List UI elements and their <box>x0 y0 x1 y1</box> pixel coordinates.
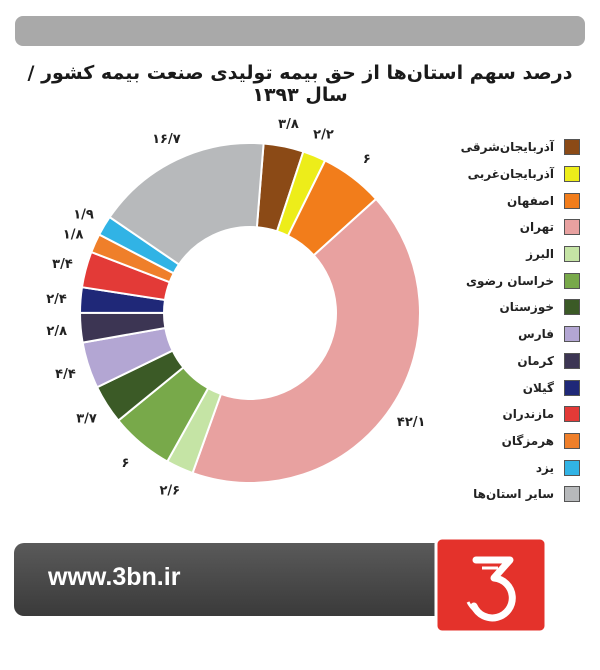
chart-legend: آذربایجان‌شرقی آذربایجان‌غربی اصفهان تهران ا… <box>410 134 580 508</box>
pie-slice <box>108 142 265 266</box>
legend-item: فارس <box>410 321 580 348</box>
legend-item: البرز <box>410 241 580 268</box>
legend-swatch <box>564 139 580 156</box>
slice-data-label: ۲/۴ <box>46 292 67 307</box>
slice-data-label: ۳/۷ <box>76 411 97 426</box>
legend-label: مازندران <box>502 407 554 422</box>
footer-url[interactable]: www.3bn.ir <box>48 563 181 591</box>
legend-label: یزد <box>535 460 554 475</box>
legend-item: خوزستان <box>410 294 580 321</box>
slice-data-label: ۲/۶ <box>159 484 180 499</box>
top-banner-bar <box>15 16 585 46</box>
legend-swatch <box>564 192 580 209</box>
legend-label: کرمان <box>517 353 554 368</box>
legend-swatch <box>564 406 580 423</box>
slice-data-label: ۱/۸ <box>63 227 84 242</box>
legend-item: تهران <box>410 214 580 241</box>
legend-label: فارس <box>518 327 554 342</box>
legend-item: یزد <box>410 454 580 481</box>
legend-item: سایر استان‌ها <box>410 481 580 508</box>
chart-title: درصد سهم استان‌ها از حق بیمه تولیدی صنعت… <box>27 62 573 106</box>
legend-label: هرمزگان <box>501 433 554 448</box>
legend-label: البرز <box>526 247 554 262</box>
pie-slice <box>191 197 421 484</box>
legend-label: خوزستان <box>499 300 554 315</box>
legend-swatch <box>564 459 580 476</box>
legend-item: کرمان <box>410 348 580 375</box>
slice-data-label: ۲/۸ <box>46 324 67 339</box>
legend-label: آذربایجان‌شرقی <box>460 140 554 155</box>
slice-data-label: ۴/۴ <box>55 367 76 382</box>
legend-swatch <box>564 379 580 396</box>
legend-swatch <box>564 246 580 263</box>
legend-item: مازندران <box>410 401 580 428</box>
legend-label: آذربایجان‌غربی <box>467 167 554 182</box>
legend-swatch <box>564 352 580 369</box>
legend-swatch <box>564 326 580 343</box>
legend-item: گیلان <box>410 374 580 401</box>
slice-data-label: ۶ <box>363 152 371 167</box>
legend-item: هرمزگان <box>410 428 580 455</box>
slice-data-label: ۴۲/۱ <box>397 415 426 430</box>
legend-item: خراسان رضوی <box>410 267 580 294</box>
legend-item: آذربایجان‌شرقی <box>410 134 580 161</box>
legend-label: اصفهان <box>506 193 554 208</box>
slice-data-label: ۶ <box>122 456 130 471</box>
legend-label: گیلان <box>522 380 554 395</box>
legend-label: خراسان رضوی <box>466 273 554 288</box>
legend-swatch <box>564 219 580 236</box>
legend-swatch <box>564 432 580 449</box>
legend-label: سایر استان‌ها <box>473 487 554 502</box>
legend-label: تهران <box>519 220 554 235</box>
slice-data-label: ۳/۸ <box>278 117 299 132</box>
legend-swatch <box>564 272 580 289</box>
3bn-logo-icon[interactable] <box>432 532 550 636</box>
slice-data-label: ۱/۹ <box>73 207 94 222</box>
legend-swatch <box>564 166 580 183</box>
legend-swatch <box>564 299 580 316</box>
slice-data-label: ۲/۲ <box>313 127 334 142</box>
legend-item: آذربایجان‌غربی <box>410 161 580 188</box>
donut-chart: ۳/۸ ۲/۲ ۶ ۴۲/۱ ۲/۶ ۶ ۳/۷ ۴/۴ ۲/۸ ۲/۴ ۳/۴ ۱/۸ ۱/۹ ۱۶/۷ <box>46 117 426 499</box>
legend-item: اصفهان <box>410 187 580 214</box>
slice-data-label: ۱۶/۷ <box>152 132 181 147</box>
slice-data-label: ۳/۴ <box>52 257 73 272</box>
legend-swatch <box>564 486 580 503</box>
